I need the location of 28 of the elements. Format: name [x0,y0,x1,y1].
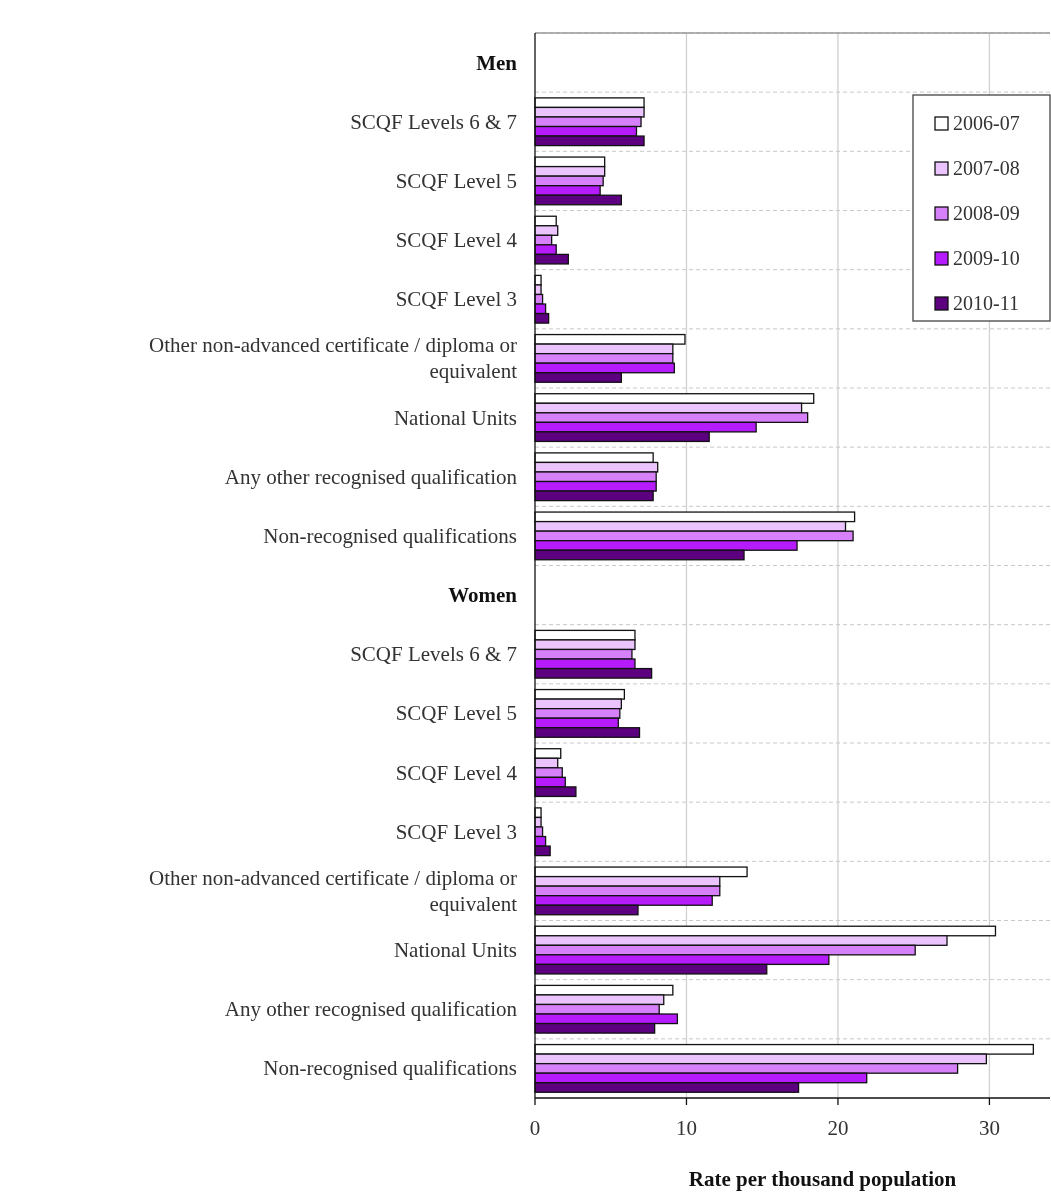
y-tick-label: Any other recognised qualification [224,464,518,489]
y-tick-label: SCQF Level 3 [395,819,517,844]
y-tick-label: Other non-advanced certificate / diploma or equivalent [149,333,518,384]
x-tick-label: 0 [529,1116,541,1140]
legend-label: 2008-09 [953,202,1020,224]
y-tick-label: SCQF Levels 6 & 7 [350,642,517,667]
y-tick-label: SCQF Level 5 [395,168,517,193]
y-tick-label: SCQF Level 5 [395,701,517,726]
y-tick-label: Women [448,583,518,608]
x-axis-title: Rate per thousand population [688,1167,957,1191]
y-tick-label: SCQF Level 3 [395,287,517,312]
x-tick-label: 10 [675,1116,697,1140]
x-tick-label: 30 [978,1116,1000,1140]
y-tick-label: National Units [393,405,517,430]
y-tick-label: Non-recognised qualifications [263,1056,517,1081]
y-tick-label: Any other recognised qualification [224,997,518,1022]
y-tick-label: Non-recognised qualifications [263,523,517,548]
legend-label: 2007-08 [953,157,1020,179]
y-tick-label: Other non-advanced certificate / diploma or equivalent [149,865,518,916]
y-tick-label: SCQF Levels 6 & 7 [350,109,517,134]
y-tick-label: Men [476,50,518,75]
legend-label: 2009-10 [953,247,1020,269]
y-tick-label: SCQF Level 4 [395,228,518,253]
y-tick-label: SCQF Level 4 [395,760,518,785]
y-tick-label: National Units [393,938,517,963]
legend-label: 2006-07 [953,112,1020,134]
legend-label: 2010-11 [953,292,1019,314]
x-tick-label: 20 [827,1116,849,1140]
